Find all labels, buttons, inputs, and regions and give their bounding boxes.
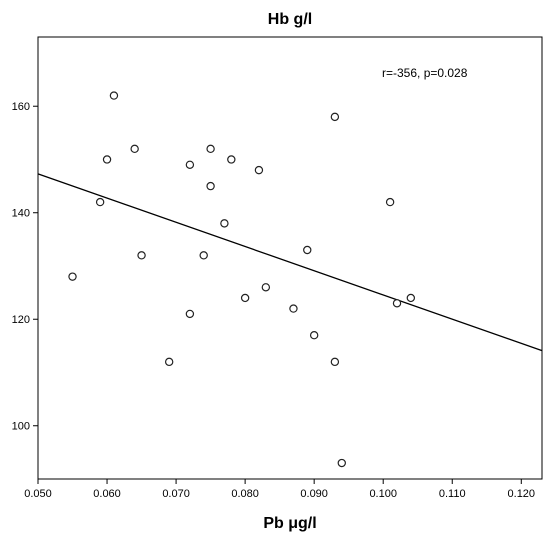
data-point	[206, 144, 215, 154]
data-point	[385, 197, 395, 207]
data-point	[68, 272, 77, 281]
data-point	[164, 357, 174, 367]
data-point	[95, 197, 105, 207]
data-point	[102, 155, 112, 164]
data-point	[261, 283, 271, 292]
data-point	[137, 251, 146, 260]
data-point	[227, 155, 236, 164]
x-tick-label: 0.050	[24, 488, 52, 500]
data-point	[303, 245, 312, 255]
data-point	[330, 357, 340, 367]
x-axis-label: Pb μg/l	[263, 515, 316, 532]
data-point	[185, 309, 195, 319]
data-point	[185, 160, 195, 170]
chart-title: Hb g/l	[268, 11, 312, 28]
x-tick-label: 0.110	[439, 488, 466, 500]
data-point	[109, 91, 119, 100]
data-point	[254, 165, 264, 175]
x-tick-label: 0.080	[231, 488, 259, 500]
data-point	[337, 458, 346, 468]
correlation-annotation: r=-356, p=0.028	[382, 66, 468, 80]
data-point	[330, 112, 340, 122]
data-point	[392, 299, 402, 308]
data-point	[199, 251, 208, 260]
y-tick-label: 160	[12, 101, 30, 113]
y-axis: 100 120 140 160	[12, 101, 38, 433]
y-tick-label: 140	[12, 208, 30, 220]
plot-frame	[37, 36, 543, 480]
data-point	[130, 144, 139, 154]
x-tick-label: 0.060	[93, 488, 121, 500]
x-tick-label: 0.120	[508, 488, 536, 500]
data-point	[206, 181, 215, 191]
data-point	[240, 293, 250, 303]
data-point	[289, 304, 298, 313]
y-tick-label: 120	[12, 314, 30, 326]
y-tick-label: 100	[12, 421, 30, 433]
x-tick-label: 0.070	[162, 488, 190, 500]
data-point	[406, 293, 416, 303]
x-tick-label: 0.090	[300, 488, 328, 500]
x-tick-label: 0.100	[369, 488, 397, 500]
data-points	[68, 91, 416, 468]
regression-line-group	[37, 173, 543, 352]
regression-line	[37, 173, 543, 352]
x-axis: 0.050 0.060 0.070 0.080 0.090 0.100 0.110 0.120	[24, 479, 535, 500]
data-point	[309, 331, 319, 340]
data-point	[220, 219, 229, 228]
